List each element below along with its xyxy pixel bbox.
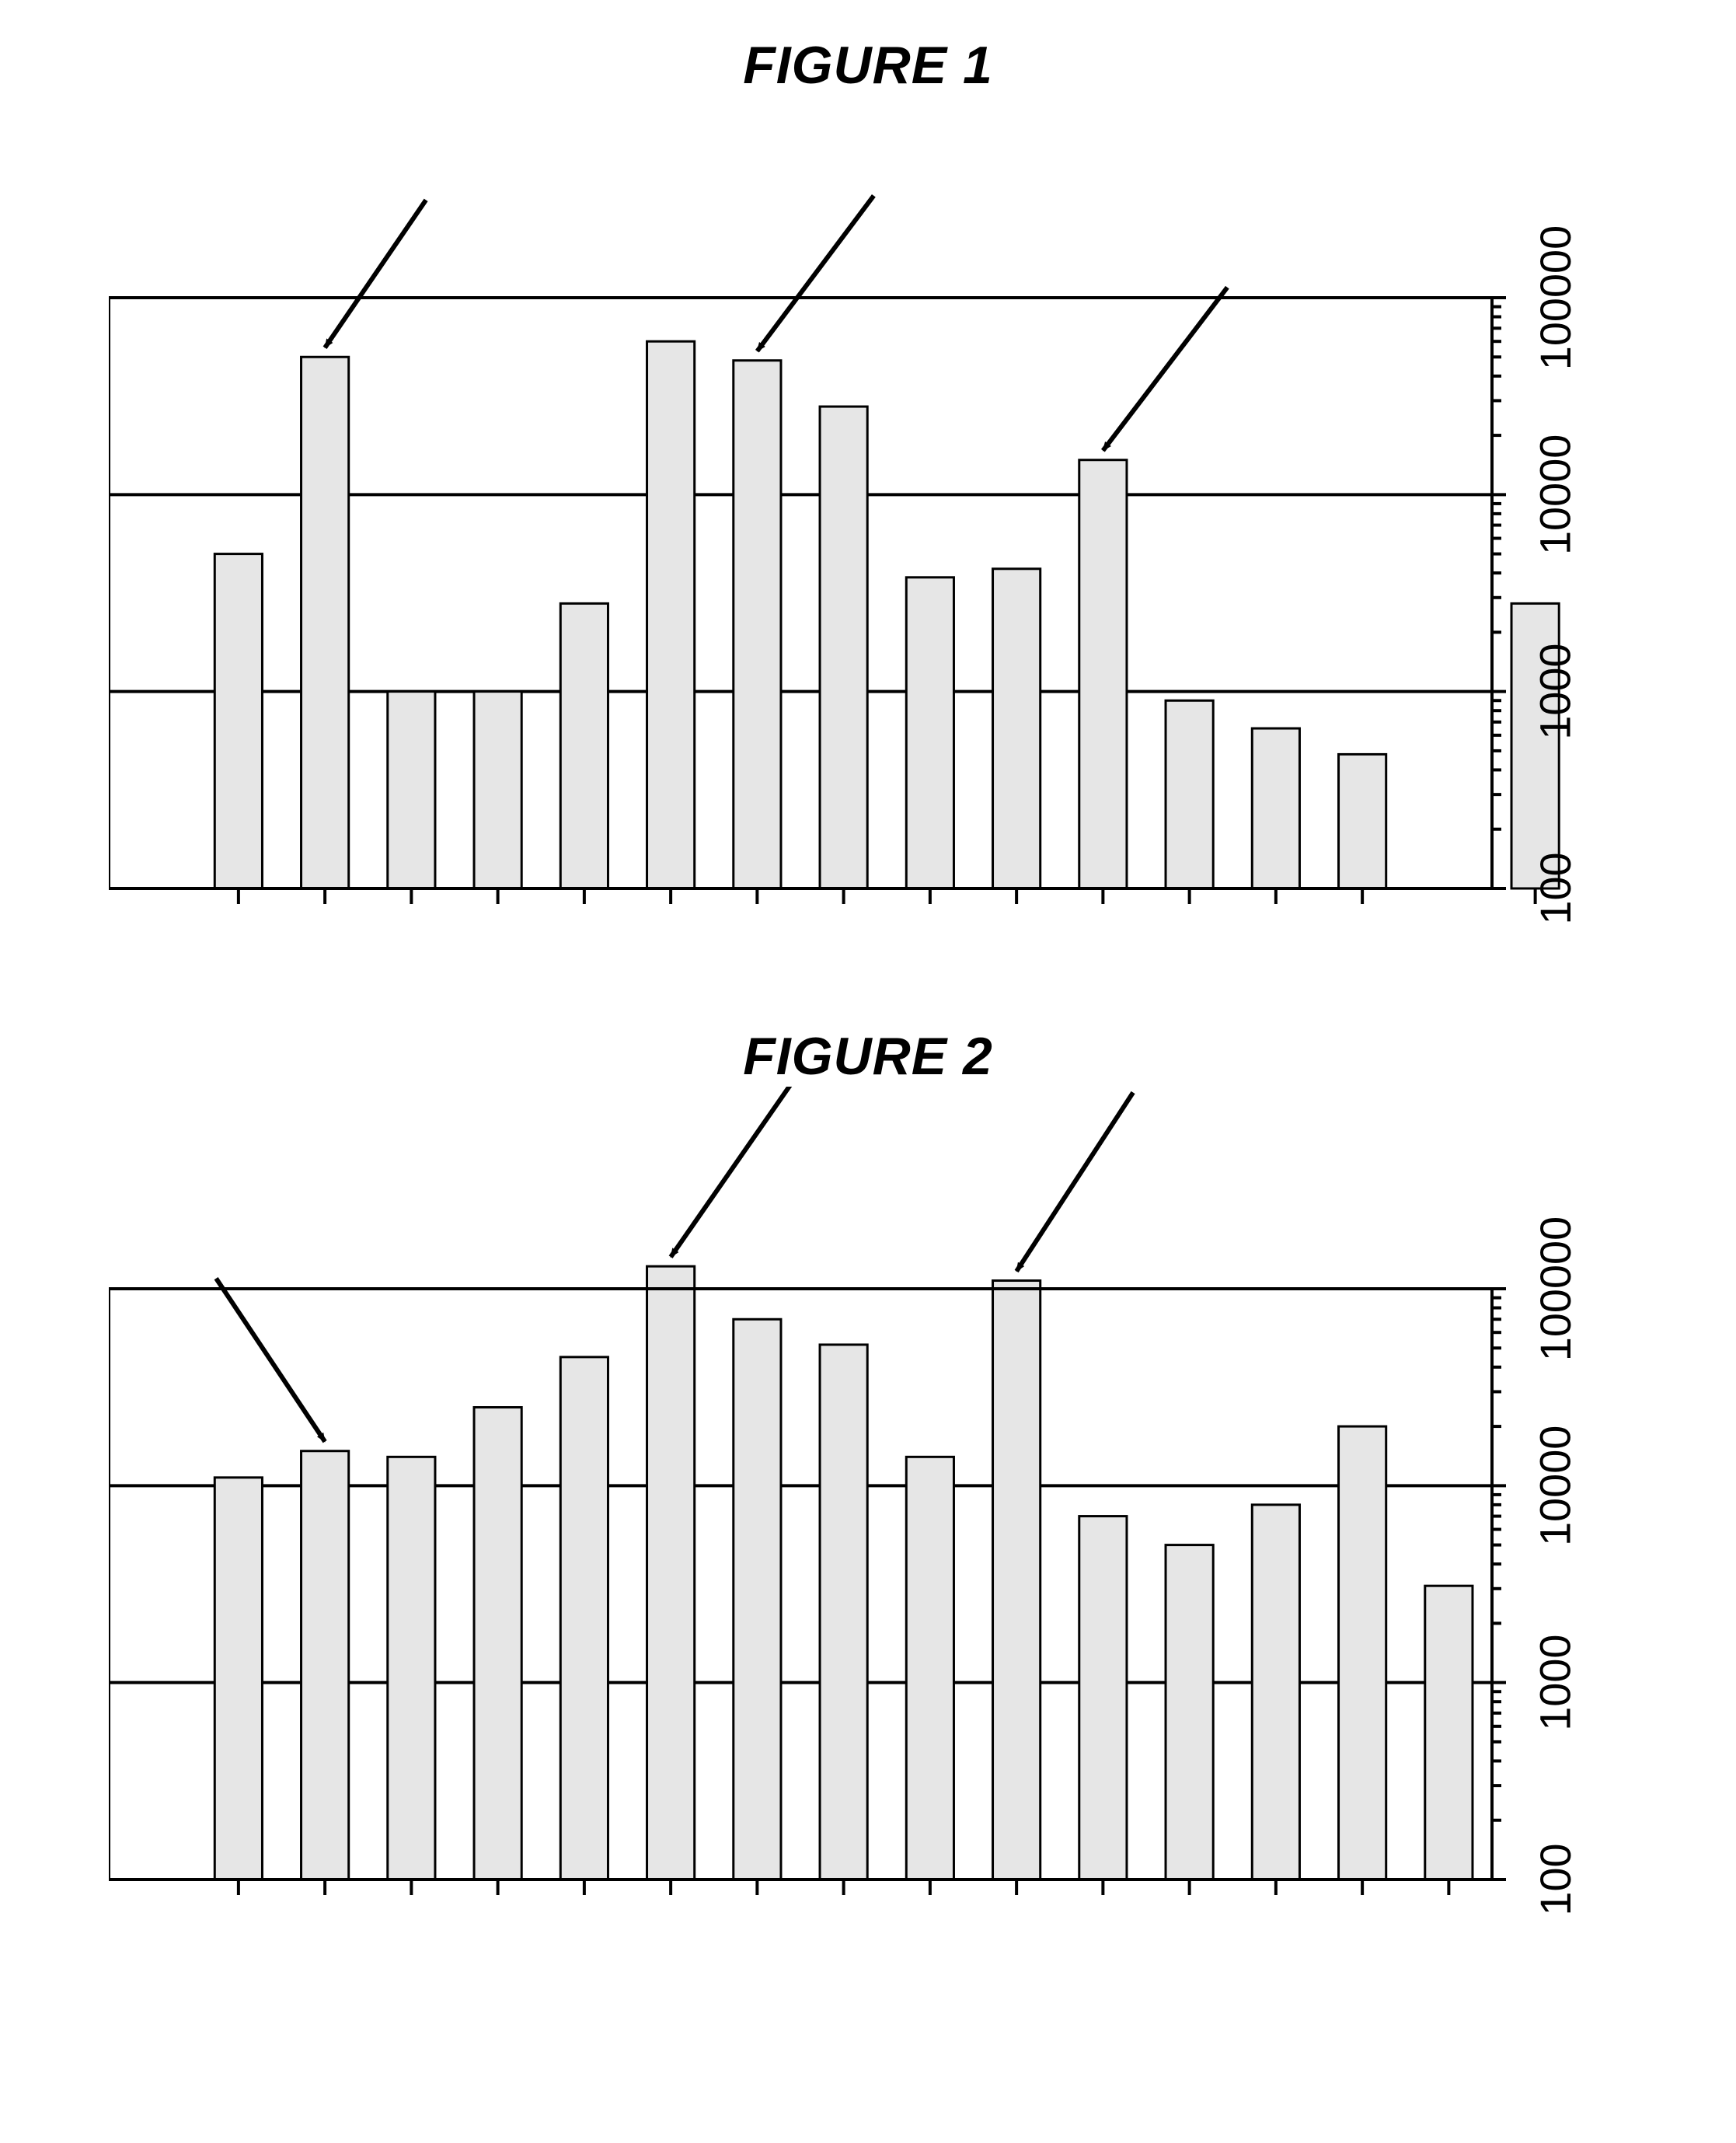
- bar: [1079, 460, 1127, 888]
- bar: [993, 569, 1041, 888]
- y-tick-label: 1000: [1531, 644, 1580, 740]
- bar: [993, 1281, 1041, 1879]
- bar: [388, 1457, 435, 1879]
- y-tick-label: 100000: [1531, 225, 1580, 370]
- bar: [474, 1408, 521, 1879]
- bar: [474, 692, 521, 888]
- figure-1-block: FIGURE 1 100 1000 10000 100000: [0, 35, 1736, 935]
- bar: [214, 554, 262, 888]
- bar: [1425, 1586, 1473, 1879]
- bar: [214, 1478, 262, 1879]
- annotation-arrow: [325, 200, 426, 347]
- bar: [647, 1266, 695, 1879]
- bar: [1339, 1426, 1386, 1879]
- bar: [302, 357, 349, 888]
- figure-2-chart-svg: 100 1000 10000 100000: [109, 1087, 1632, 1926]
- bar: [820, 407, 867, 888]
- annotation-arrow: [757, 196, 873, 351]
- bar: [820, 1345, 867, 1879]
- bar: [1339, 754, 1386, 888]
- bar: [734, 1319, 781, 1879]
- bar: [302, 1451, 349, 1879]
- figure-2-block: FIGURE 2 100 1000 10000 100000: [0, 1026, 1736, 1926]
- annotation-arrow: [1103, 288, 1227, 451]
- bar: [1252, 728, 1299, 888]
- bar: [388, 692, 435, 888]
- bar: [560, 603, 608, 888]
- y-tick-label: 100000: [1531, 1216, 1580, 1361]
- bar: [906, 1457, 953, 1879]
- y-tick-label: 10000: [1531, 1426, 1580, 1546]
- bar: [1252, 1505, 1299, 1879]
- bar: [1166, 1545, 1213, 1879]
- annotation-arrow: [216, 1279, 325, 1442]
- annotation-arrow: [671, 1087, 795, 1257]
- figure-1-title: FIGURE 1: [0, 35, 1736, 96]
- bar: [734, 361, 781, 888]
- bar: [647, 341, 695, 888]
- bar: [560, 1357, 608, 1879]
- y-tick-label: 10000: [1531, 435, 1580, 555]
- page: FIGURE 1 100 1000 10000 100000 FIGURE 2 100…: [0, 0, 1736, 2143]
- figure-2-title: FIGURE 2: [0, 1026, 1736, 1087]
- bar: [906, 578, 953, 888]
- figure-2-chart-wrap: 100 1000 10000 100000: [109, 1087, 1632, 1926]
- y-tick-label: 1000: [1531, 1635, 1580, 1731]
- bar: [1079, 1517, 1127, 1879]
- y-tick-label: 100: [1531, 852, 1580, 924]
- annotation-arrow: [1016, 1093, 1133, 1272]
- figure-1-chart-svg: 100 1000 10000 100000: [109, 96, 1632, 935]
- figure-1-chart-wrap: 100 1000 10000 100000: [109, 96, 1632, 935]
- bar: [1166, 700, 1213, 888]
- y-tick-label: 100: [1531, 1843, 1580, 1915]
